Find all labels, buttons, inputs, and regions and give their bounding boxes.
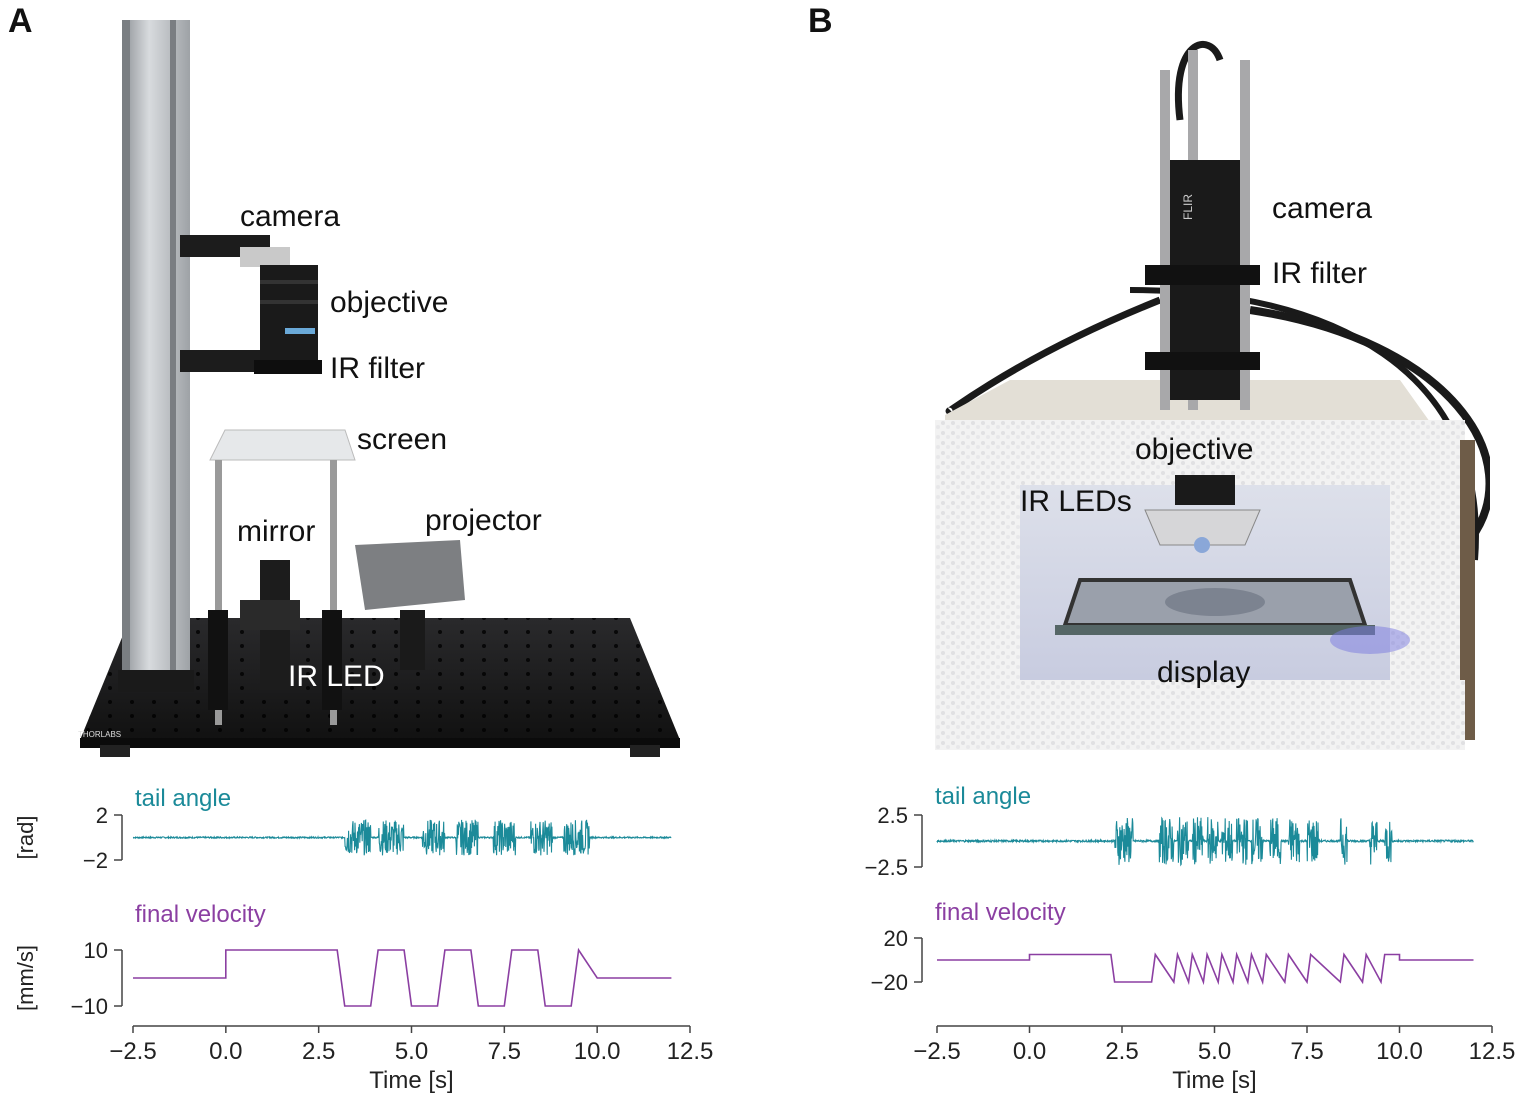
label-a-objective: objective bbox=[330, 286, 449, 319]
a-tail-series-line bbox=[132, 819, 672, 856]
b-vel-xtick-label-2: 2.5 bbox=[1105, 1038, 1138, 1065]
b-vel-xtick-label-1: 0.0 bbox=[1013, 1038, 1046, 1065]
a-vel-ylabel: [mm/s] bbox=[13, 945, 38, 1011]
b-vel-xtick-label-5: 10.0 bbox=[1376, 1038, 1423, 1065]
b-tail-series-line bbox=[936, 816, 1474, 867]
a-vel-xtick-label-5: 10.0 bbox=[574, 1038, 621, 1065]
panel-a-setup-photo: THORLABS bbox=[78, 20, 680, 757]
thorlabs-brand: THORLABS bbox=[78, 730, 121, 739]
a-tail-ylabel: [rad] bbox=[13, 815, 38, 859]
a-tail-ytick-label-top: 2 bbox=[96, 803, 108, 828]
b-vel-series-line bbox=[937, 951, 1474, 986]
a-vel-xtick-label-1: 0.0 bbox=[209, 1038, 242, 1065]
traces-figure: tail angle 2 −2 [rad] final velocity 10 −10 [mm… bbox=[13, 783, 1516, 1094]
a-tail-ytick-label-bottom: −2 bbox=[83, 848, 108, 873]
b-vel-xtick-label-6: 12.5 bbox=[1469, 1038, 1516, 1065]
b-tail-ytick-label-bottom: −2.5 bbox=[865, 855, 908, 880]
projector-body bbox=[355, 540, 465, 610]
label-a-ir-led: IR LED bbox=[288, 660, 385, 693]
label-a-camera: camera bbox=[240, 200, 341, 233]
label-a-mirror: mirror bbox=[237, 515, 316, 548]
b-vel-title: final velocity bbox=[935, 899, 1066, 926]
label-b-objective: objective bbox=[1135, 433, 1254, 466]
a-vel-xlabel: Time [s] bbox=[369, 1067, 453, 1094]
a-vel-xtick-label-3: 5.0 bbox=[395, 1038, 428, 1065]
camera-lens bbox=[260, 265, 318, 360]
a-vel-ytick-label-bottom: −10 bbox=[71, 994, 108, 1019]
label-b-ir-filter: IR filter bbox=[1272, 257, 1368, 290]
b-vel-ytick-label-top: 20 bbox=[884, 926, 908, 951]
b-vel-ytick-label-bottom: −20 bbox=[871, 970, 908, 995]
panel-b-letter: B bbox=[808, 2, 833, 40]
label-a-ir-filter: IR filter bbox=[330, 352, 426, 385]
label-a-screen: screen bbox=[357, 423, 448, 456]
b-tail-ytick-label-top: 2.5 bbox=[877, 803, 908, 828]
label-b-camera: camera bbox=[1272, 192, 1373, 225]
label-a-projector: projector bbox=[425, 504, 542, 537]
panel-a-letter: A bbox=[8, 2, 33, 40]
screen-plate bbox=[209, 429, 356, 461]
a-vel-xtick-label-2: 2.5 bbox=[302, 1038, 335, 1065]
a-tail-title: tail angle bbox=[135, 785, 231, 812]
a-vel-xtick-label-6: 12.5 bbox=[667, 1038, 714, 1065]
flir-brand: FLIR bbox=[1181, 194, 1195, 220]
label-b-ir-leds: IR LEDs bbox=[1020, 485, 1132, 518]
b-vel-xtick-label-3: 5.0 bbox=[1198, 1038, 1231, 1065]
b-vel-xtick-label-0: −2.5 bbox=[913, 1038, 960, 1065]
vertical-rail bbox=[122, 20, 190, 680]
panel-b-setup-photo: FLIR bbox=[935, 41, 1490, 750]
label-b-display: display bbox=[1157, 656, 1251, 689]
a-vel-xtick-label-0: −2.5 bbox=[109, 1038, 156, 1065]
a-vel-title: final velocity bbox=[135, 901, 266, 928]
a-vel-series-line bbox=[133, 947, 672, 1007]
b-vel-xlabel: Time [s] bbox=[1172, 1067, 1256, 1094]
b-tail-title: tail angle bbox=[935, 783, 1031, 810]
b-vel-xtick-label-4: 7.5 bbox=[1290, 1038, 1323, 1065]
a-vel-xtick-label-4: 7.5 bbox=[488, 1038, 521, 1065]
a-vel-ytick-label-top: 10 bbox=[84, 938, 108, 963]
